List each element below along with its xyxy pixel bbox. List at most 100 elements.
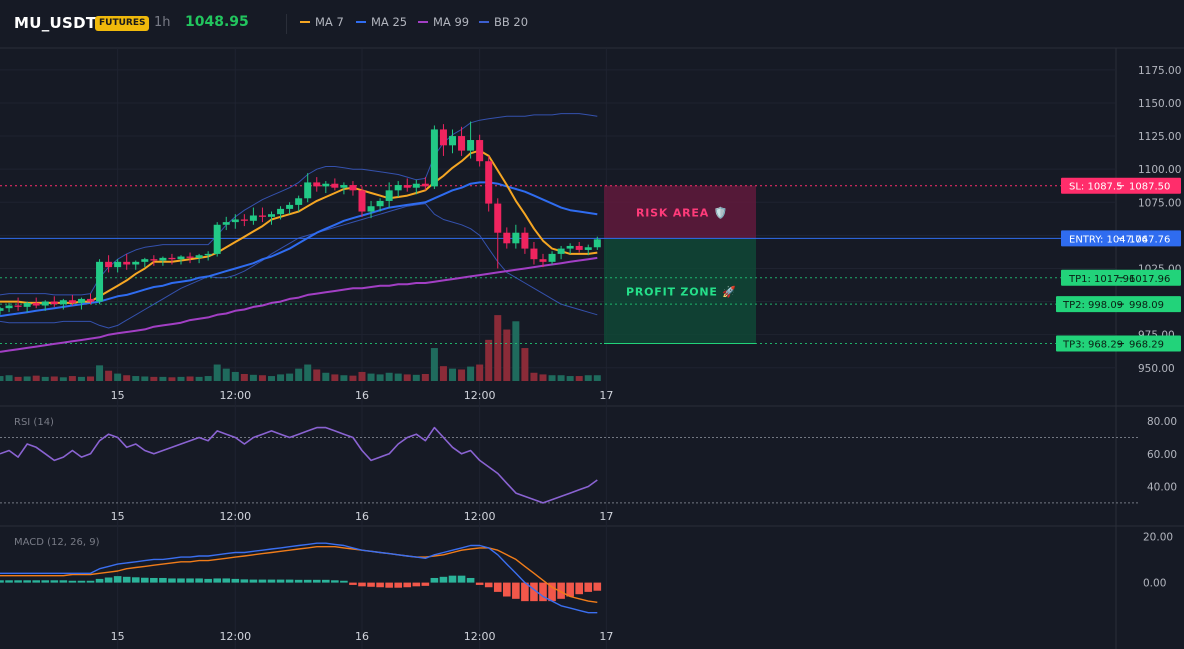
candle-body: [521, 232, 529, 249]
volume-bar: [59, 377, 67, 381]
candle-body: [458, 136, 466, 151]
interval-label[interactable]: 1h: [154, 15, 171, 30]
volume-bar: [340, 375, 348, 381]
volume-bar: [0, 376, 4, 381]
candle-body: [575, 245, 583, 250]
macd-hist-bar: [122, 576, 131, 583]
candle-body: [268, 214, 275, 217]
volume-bar: [231, 371, 239, 381]
price-axis-tick: 1175.00: [1138, 65, 1181, 77]
macd-hist-bar: [557, 582, 565, 599]
candle-body: [503, 232, 511, 244]
macd-hist-bar: [50, 580, 59, 583]
candles: [0, 121, 601, 315]
volume-bar: [584, 375, 592, 381]
volume-bar: [566, 376, 574, 381]
candle-body: [548, 253, 556, 262]
volume-bar: [195, 376, 203, 381]
macd-hist-bar: [521, 582, 529, 602]
volume-bar: [87, 376, 94, 381]
candle-body: [439, 129, 447, 146]
macd-hist-bar: [23, 580, 31, 583]
candle-body: [367, 206, 375, 212]
volume-bar: [186, 376, 194, 381]
volume-bar: [485, 339, 493, 381]
legend-ma25-label: MA 25: [371, 15, 408, 29]
candle-body: [186, 256, 194, 258]
macd-hist-bar: [358, 582, 366, 587]
volume-bar: [476, 364, 484, 381]
legend-ma99-swatch: [418, 20, 428, 23]
risk-area-label: RISK AREA 🛡️: [636, 207, 728, 220]
candle-body: [358, 190, 366, 212]
tp1-label-price: 1017.96: [1129, 274, 1170, 285]
chart-header: MU_USDT FUTURES 1h 1048.95 MA 7 MA 25 MA…: [0, 0, 1184, 48]
candle-body: [494, 203, 502, 233]
macd-hist-bar: [322, 579, 330, 583]
macd-hist-bar: [104, 577, 113, 583]
legend-bb20[interactable]: BB 20: [479, 15, 528, 29]
time-axis-tick: 16: [355, 389, 369, 402]
time-axis-tick: 12:00: [219, 630, 251, 643]
macd-hist-bar: [186, 578, 194, 583]
legend-ma99[interactable]: MA 99: [418, 15, 469, 29]
macd-hist-bar: [349, 582, 357, 585]
macd-hist-bar: [222, 578, 231, 583]
tp3-label-price: 968.29: [1129, 340, 1164, 351]
volume-bar: [295, 368, 303, 381]
time-axis-rsi: 15 12:00 16 12:00 17: [111, 510, 614, 523]
candle-body: [539, 259, 547, 262]
profit-zone: [604, 238, 756, 344]
sl-label-text: SL: 1087.5: [1069, 182, 1122, 193]
candle-body: [141, 259, 149, 262]
volume-bar: [240, 374, 248, 381]
volume-bar: [349, 375, 357, 381]
candle-body: [412, 183, 420, 188]
rsi-axis: 80.00 60.00 40.00: [1147, 416, 1177, 493]
macd-hist-bar: [195, 578, 203, 583]
candle-body: [114, 261, 122, 268]
macd-hist-bar: [403, 582, 412, 588]
volume-bar: [132, 376, 140, 381]
macd-axis: 20.00 0.00: [1143, 531, 1173, 589]
volume-bar: [304, 364, 312, 381]
macd-hist-bar: [430, 577, 439, 583]
volume-bar: [548, 375, 556, 381]
rsi-axis-tick: 40.00: [1147, 482, 1177, 494]
macd-axis-tick: 0.00: [1143, 578, 1166, 590]
candle-body: [204, 253, 212, 256]
candle-body: [421, 183, 429, 187]
legend-ma25[interactable]: MA 25: [356, 15, 407, 29]
profit-zone-label: PROFIT ZONE 🚀: [626, 285, 737, 298]
legend-ma7[interactable]: MA 7: [300, 15, 344, 29]
tp2-label-price: 998.09: [1129, 300, 1164, 311]
macd-hist-bar: [566, 582, 574, 597]
volume-bar: [32, 375, 40, 381]
candle-body: [467, 140, 475, 151]
symbol-title[interactable]: MU_USDT: [14, 14, 97, 32]
price-levels: [0, 185, 1116, 345]
trade-zones: RISK AREA 🛡️ PROFIT ZONE 🚀: [604, 185, 756, 345]
futures-badge: FUTURES: [95, 16, 150, 31]
macd-hist-bar: [421, 582, 430, 586]
volume-bar: [177, 376, 185, 381]
time-axis-tick: 17: [599, 510, 613, 523]
macd-line: [0, 542, 598, 614]
macd-hist-bar: [168, 578, 176, 583]
candle-body: [258, 215, 266, 217]
entry-label-text: ENTRY: 1047.76: [1069, 234, 1148, 245]
macd-hist-bar: [59, 580, 68, 583]
sl-label: SL: 1087.5 1087.50: [1061, 177, 1181, 194]
volume-bars: [0, 315, 601, 381]
legend-ma99-label: MA 99: [433, 15, 470, 29]
candle-body: [249, 215, 257, 221]
macd-hist-bar: [95, 578, 104, 583]
vertical-grid: [117, 48, 607, 649]
candle-body: [222, 222, 230, 225]
macd-hist-bar: [512, 582, 520, 599]
volume-bar: [557, 375, 565, 381]
candle-body: [41, 301, 49, 306]
candle-body: [313, 182, 321, 187]
candle-body: [566, 245, 574, 249]
